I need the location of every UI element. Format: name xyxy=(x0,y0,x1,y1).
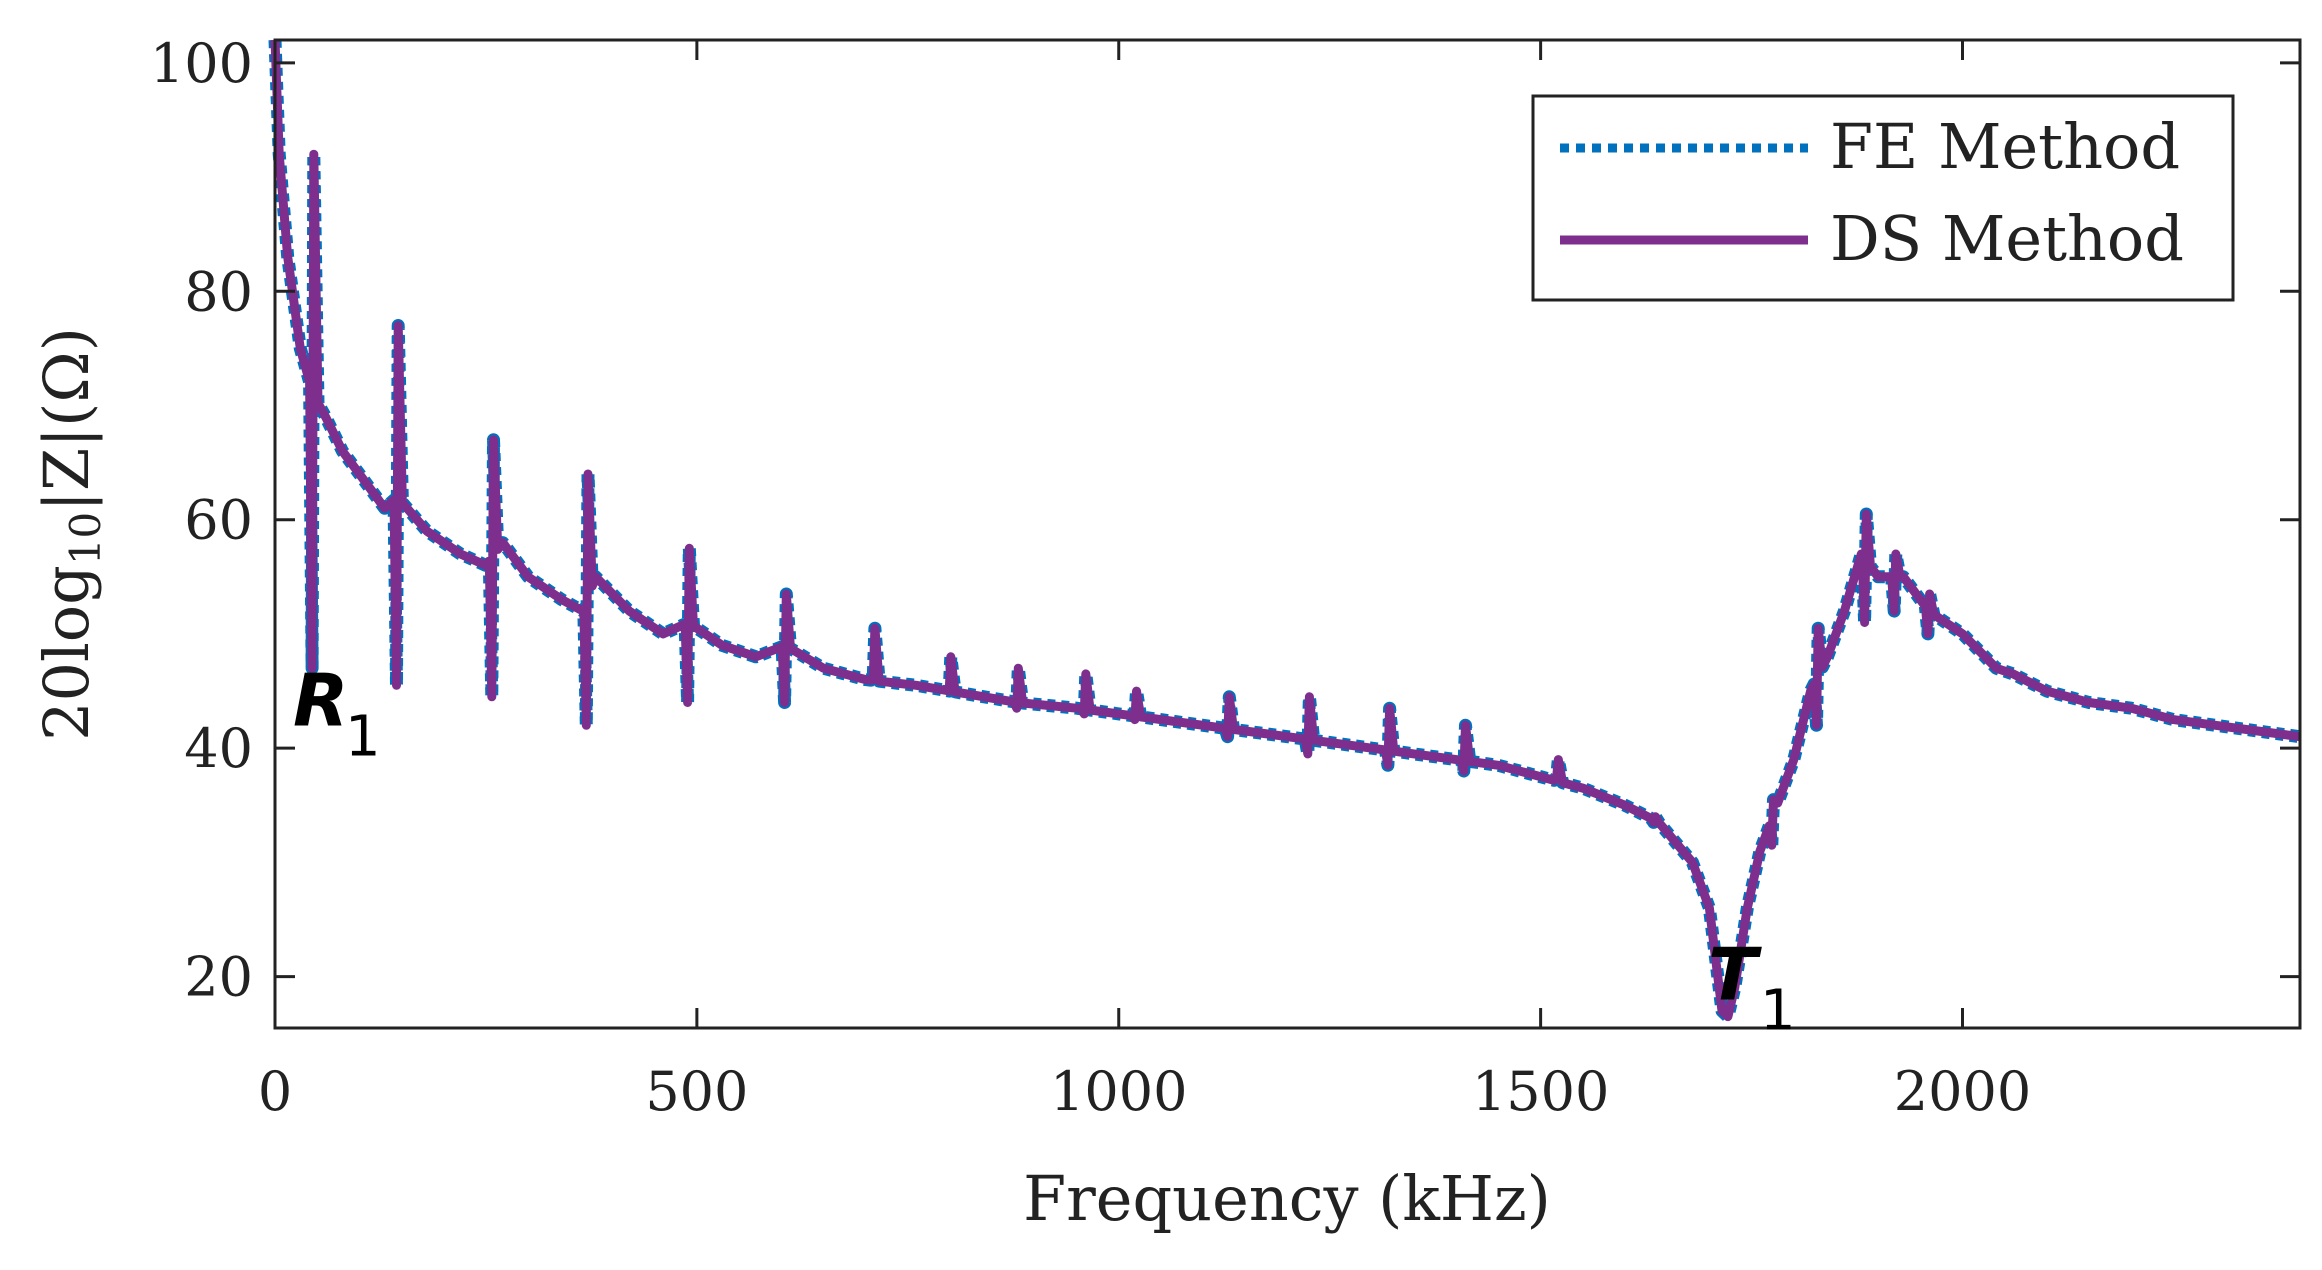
annotation-r1: R xyxy=(293,658,348,742)
y-tick-label: 100 xyxy=(150,32,253,95)
annotation-subscript: 1 xyxy=(1760,978,1796,1043)
x-axis-label: Frequency (kHz) xyxy=(1023,1162,1551,1235)
y-tick-label: 60 xyxy=(184,489,253,552)
x-tick-label: 500 xyxy=(645,1060,748,1123)
axes-box xyxy=(273,38,2302,1030)
y-tick-label: 80 xyxy=(184,260,253,323)
y-tick-label: 40 xyxy=(184,717,253,780)
annotation-layer: R1T 1 xyxy=(293,658,1796,1043)
y-axis-label-sub: 10 xyxy=(61,512,110,565)
y-axis-label-prefix: 20log xyxy=(30,565,103,741)
x-tick-label: 1500 xyxy=(1472,1060,1609,1123)
y-axis-label: 20log10|Z|(Ω) xyxy=(30,327,110,741)
ticks-layer: 0 500 1000 1500 2000 20 40 60 80 100 xyxy=(150,32,2300,1123)
y-tick-label: 20 xyxy=(184,946,253,1009)
x-tick-label: 2000 xyxy=(1894,1060,2031,1123)
series-layer xyxy=(268,39,2301,1024)
annotation-subscript: 1 xyxy=(345,704,381,769)
legend-label-ds: DS Method xyxy=(1830,202,2184,275)
annotation-t1: T xyxy=(1708,932,1762,1016)
x-tick-label: 0 xyxy=(258,1060,292,1123)
legend-box xyxy=(1531,94,2235,302)
legend-label-fe: FE Method xyxy=(1830,110,2180,183)
y-axis-label-suffix: |Z|(Ω) xyxy=(30,327,103,512)
legend: FE Method DS Method xyxy=(1531,94,2235,302)
x-tick-label: 1000 xyxy=(1050,1060,1187,1123)
series-ds-line xyxy=(270,39,2301,1022)
